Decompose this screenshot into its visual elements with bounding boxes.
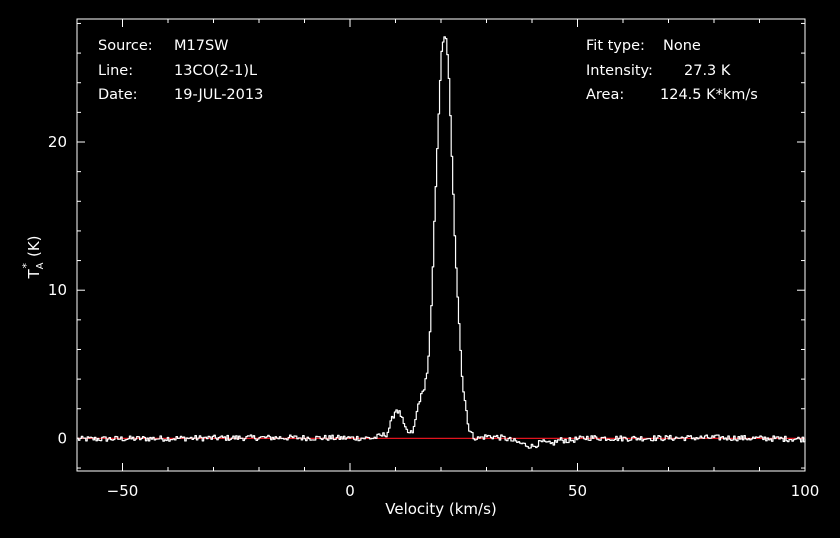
intensity-value: 27.3 K [684,63,731,79]
area-value: 124.5 K*km/s [660,87,758,103]
x-tick-label: −50 [107,482,139,500]
area-label: Area: [586,87,624,103]
y-axis-label-unit: (K) [25,235,43,257]
y-axis-label-base: T [25,269,43,280]
x-tick-label: 50 [568,482,587,500]
date-label: Date: [98,87,138,103]
plot-frame [76,18,806,472]
y-tick-label: 0 [57,429,67,447]
y-axis-tick-labels: 0 10 20 [48,133,67,447]
fit-type-label: Fit type: [586,38,645,54]
y-tick-label: 10 [48,281,67,299]
y-axis-label-sub: A [35,262,46,269]
x-tick-label: 0 [345,482,355,500]
x-axis-label: Velocity (km/s) [385,500,496,518]
line-label: Line: [98,63,133,79]
y-axis-label: TA* (K) [20,235,46,279]
x-tick-label: 100 [791,482,820,500]
info-left: Source: M17SW Line: 13CO(2-1)L Date: 19-… [98,38,263,103]
x-axis-ticks [76,19,806,471]
date-value: 19-JUL-2013 [174,87,263,103]
x-axis-tick-labels: −50 0 50 100 [107,482,820,500]
source-label: Source: [98,38,153,54]
line-value: 13CO(2-1)L [174,63,257,79]
y-tick-label: 20 [48,133,67,151]
info-right: Fit type: None Intensity: 27.3 K Area: 1… [586,38,758,103]
intensity-label: Intensity: [586,63,653,79]
source-value: M17SW [174,38,229,54]
fit-type-value: None [663,38,701,54]
y-axis-label-sup: * [20,263,33,269]
spectrum-line [77,36,806,449]
